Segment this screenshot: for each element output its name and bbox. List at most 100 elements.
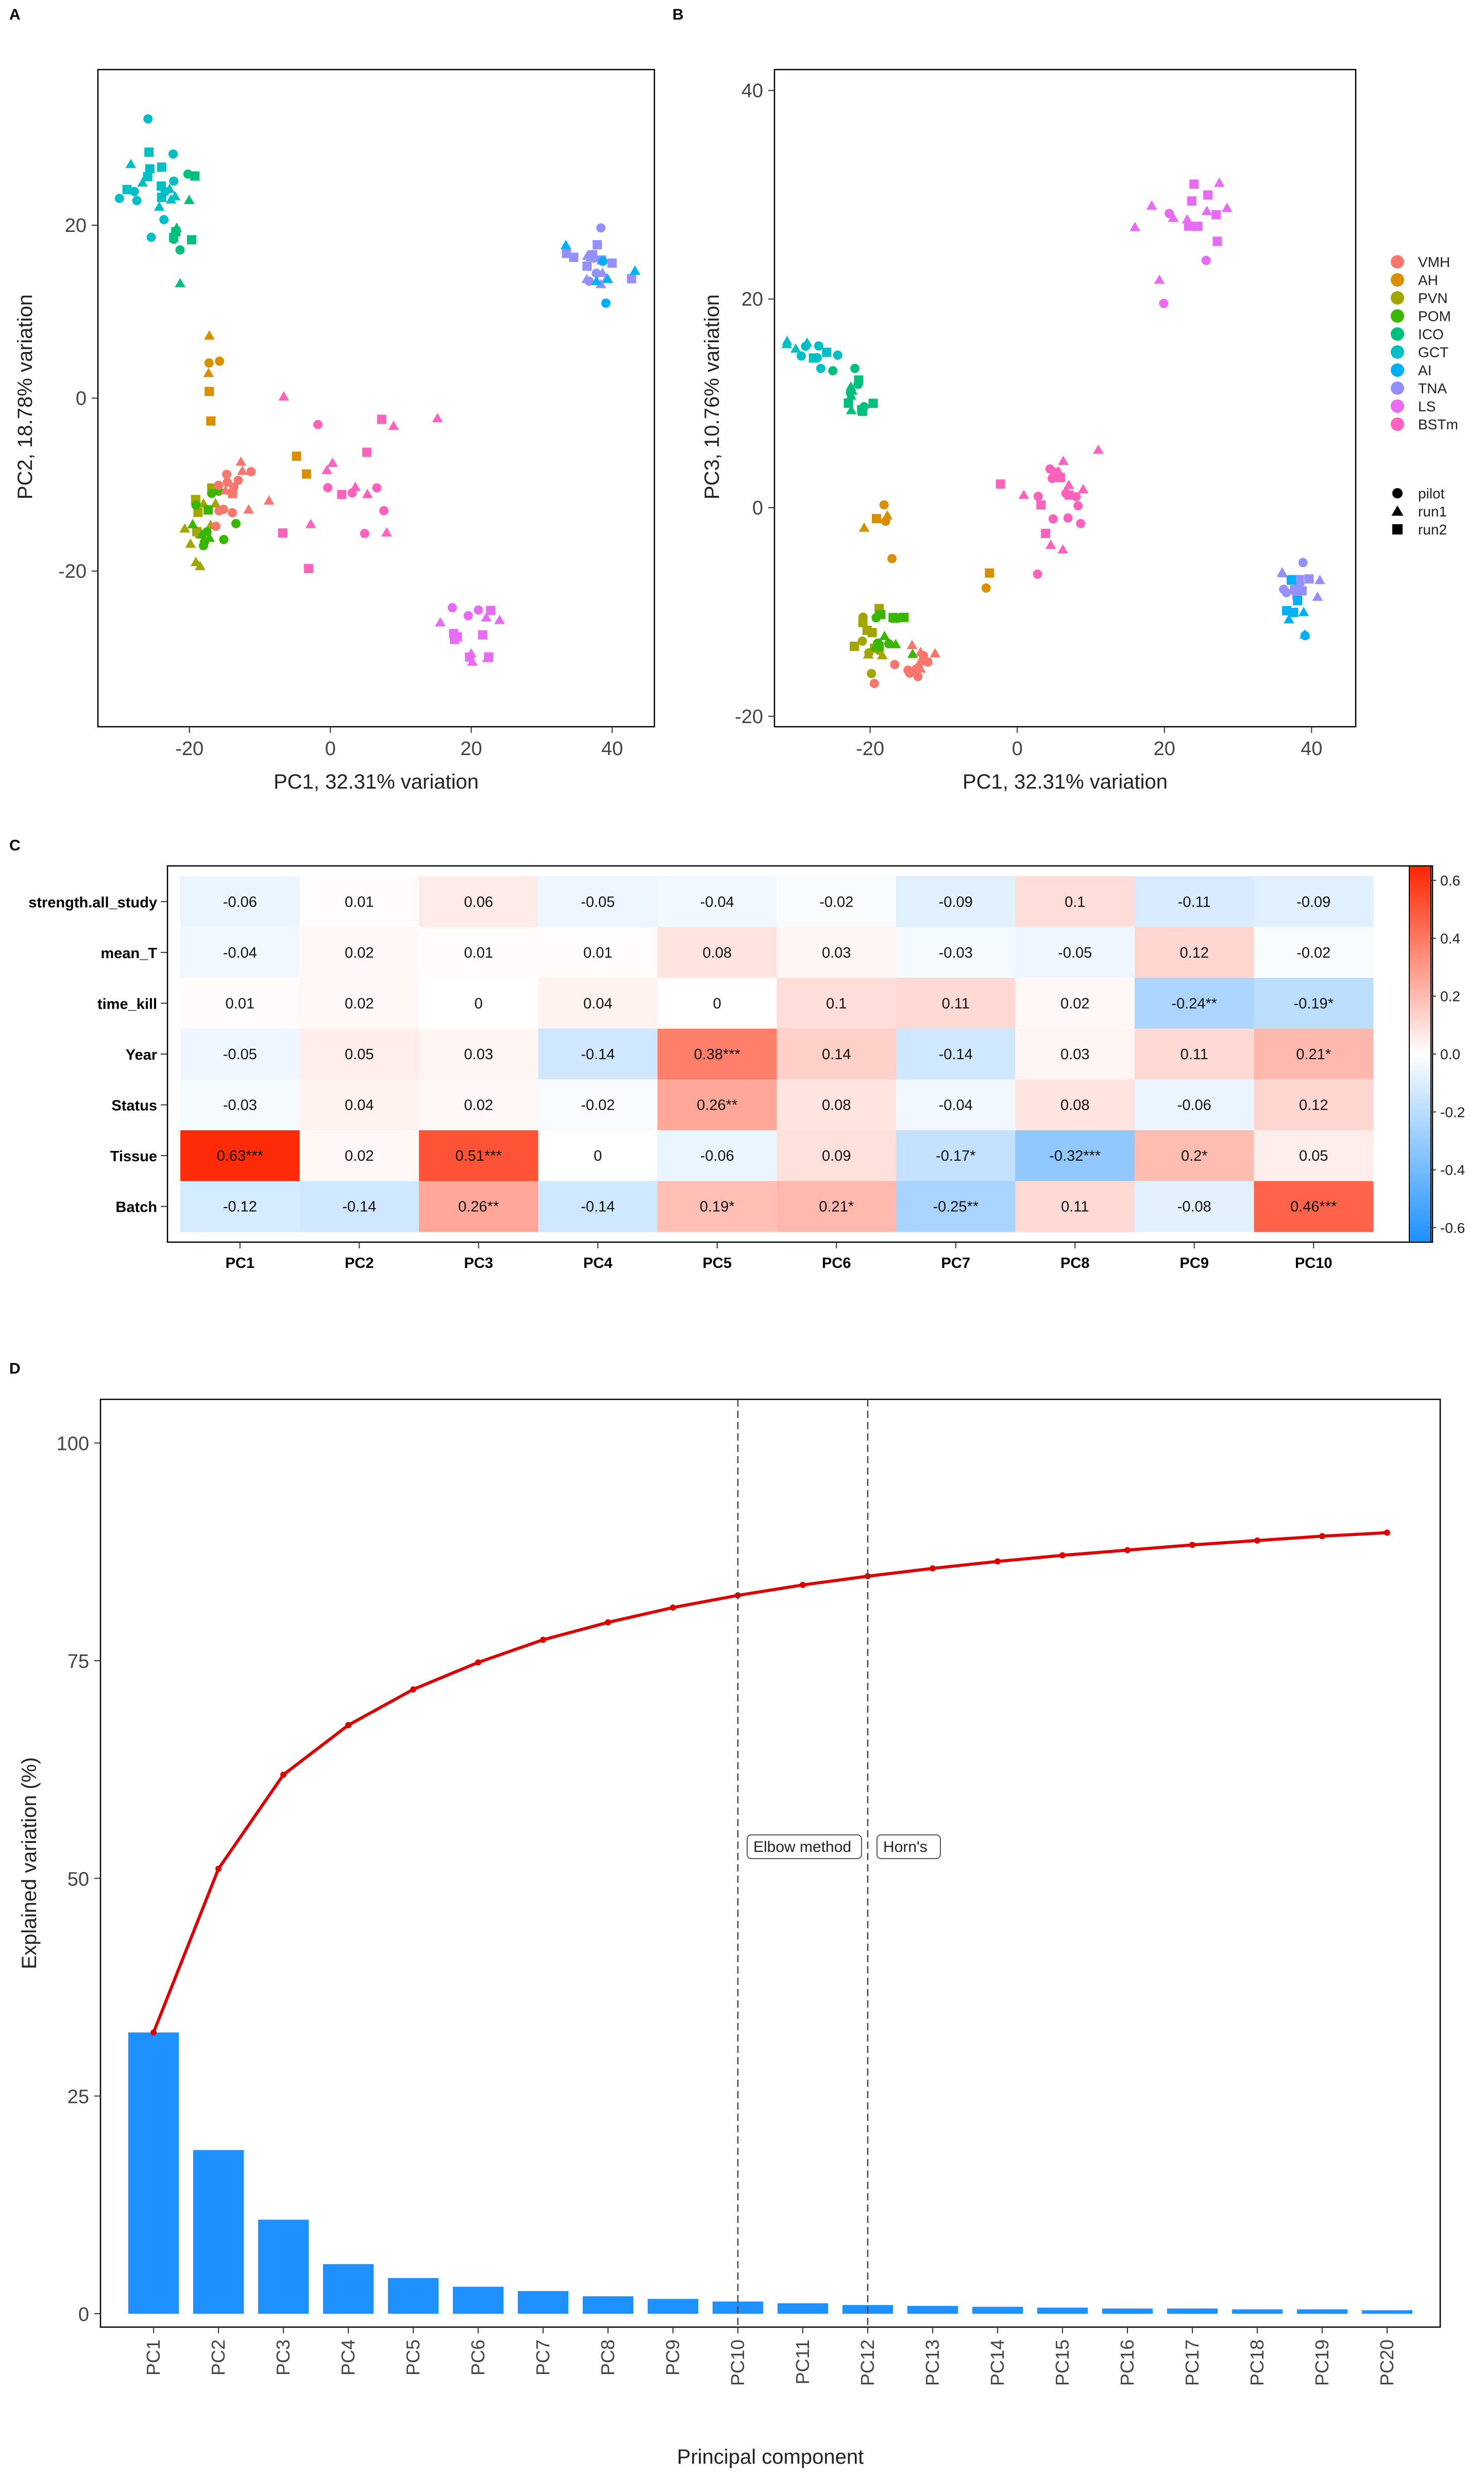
- heatmap-cell: [1135, 1130, 1254, 1181]
- data-point: [223, 477, 232, 487]
- data-point: [915, 656, 926, 665]
- data-point: [432, 413, 443, 423]
- x-tick-label: PC11: [792, 2339, 813, 2384]
- x-tick-label: PC1: [143, 2339, 164, 2376]
- data-point: [381, 527, 392, 537]
- data-point: [1211, 210, 1221, 220]
- cumulative-point: [930, 1565, 936, 1572]
- data-point: [1193, 222, 1203, 231]
- x-tick-label: 40: [601, 738, 623, 760]
- data-point: [876, 610, 886, 620]
- heatmap-cell-label: 0.63***: [217, 1148, 263, 1164]
- data-point: [589, 253, 599, 263]
- heatmap-cell: [299, 1130, 419, 1181]
- data-point: [1287, 575, 1296, 585]
- x-tick-label: PC17: [1182, 2339, 1203, 2386]
- data-point: [486, 606, 496, 615]
- data-point: [165, 194, 177, 204]
- heatmap-cell-label: 0.2*: [1181, 1148, 1208, 1164]
- heatmap-cell-label: 0.08: [703, 945, 732, 961]
- data-point: [1221, 203, 1233, 212]
- legend-swatch-ah: [1391, 273, 1404, 287]
- data-point: [1284, 614, 1294, 624]
- data-point: [218, 505, 228, 514]
- data-point: [887, 554, 897, 563]
- heatmap-cell-label: 0.46***: [1290, 1199, 1337, 1215]
- data-point: [187, 519, 198, 528]
- legend-shape-run2: [1392, 524, 1403, 534]
- data-point: [1129, 222, 1140, 231]
- data-point: [463, 611, 473, 621]
- data-point: [1041, 528, 1051, 538]
- data-point: [207, 489, 216, 498]
- data-point: [146, 232, 156, 242]
- data-point: [808, 353, 818, 363]
- heatmap-cell-label: -0.03: [939, 945, 973, 961]
- cumulative-point: [475, 1659, 481, 1666]
- legend-label-pvn: PVN: [1418, 290, 1448, 306]
- data-point: [143, 172, 153, 181]
- heatmap-cell: [657, 1028, 777, 1080]
- data-point: [1298, 607, 1309, 616]
- heatmap-cell: [1254, 927, 1374, 978]
- heatmap-cell: [180, 927, 300, 978]
- heatmap-cell-label: 0.01: [345, 894, 374, 910]
- colorbar-tick-label: 0.0: [1440, 1046, 1460, 1062]
- heatmap-row-label: Status: [111, 1098, 157, 1114]
- data-point: [467, 656, 478, 666]
- data-point: [159, 215, 169, 225]
- colorbar-tick-label: -0.6: [1440, 1220, 1465, 1236]
- heatmap-cell: [180, 876, 300, 928]
- bar-pc6: [452, 2286, 504, 2314]
- data-point: [388, 420, 399, 430]
- heatmap-cell: [1254, 1181, 1374, 1232]
- data-point: [323, 483, 333, 493]
- data-point: [844, 398, 853, 408]
- data-point: [360, 529, 369, 539]
- data-point: [923, 657, 933, 667]
- heatmap-cell-label: 0: [713, 995, 721, 1012]
- heatmap-cell: [538, 1028, 658, 1080]
- data-point: [1057, 544, 1069, 554]
- data-point: [874, 642, 884, 651]
- x-tick-label: PC15: [1052, 2339, 1073, 2386]
- y-tick-label: 50: [68, 1868, 89, 1890]
- data-point: [243, 504, 254, 514]
- heatmap-cell: [777, 978, 897, 1029]
- heatmap-cell-label: 0.01: [464, 945, 493, 961]
- data-point: [1314, 575, 1325, 584]
- bar-pc14: [972, 2306, 1023, 2314]
- heatmap-cell: [657, 876, 777, 928]
- x-tick-label: 0: [1012, 738, 1023, 760]
- data-point: [484, 652, 494, 662]
- x-tick-label: -20: [856, 738, 884, 760]
- legend-swatch-pvn: [1391, 291, 1404, 305]
- scree-ylabel: Explained variation (%): [18, 1757, 41, 1969]
- heatmap-cell: [1015, 927, 1135, 978]
- data-point: [229, 482, 239, 492]
- data-point: [1212, 237, 1222, 246]
- cumulative-point: [1254, 1537, 1260, 1544]
- heatmap-cell-label: 0.19*: [700, 1199, 735, 1215]
- data-point: [372, 483, 382, 493]
- data-point: [263, 495, 275, 505]
- data-point: [627, 274, 636, 283]
- heatmap-cell: [419, 1079, 538, 1131]
- data-point: [1281, 588, 1291, 597]
- heatmap-cell: [419, 876, 538, 928]
- heatmap-cell: [538, 978, 658, 1029]
- data-point: [1304, 574, 1314, 584]
- heatmap-cell-label: -0.09: [1296, 894, 1330, 910]
- heatmap-cell: [896, 876, 1016, 928]
- heatmap-cell-label: 0.05: [345, 1046, 374, 1063]
- data-point: [1093, 444, 1104, 454]
- cumulative-point: [345, 1722, 351, 1729]
- heatmap-col-label: PC6: [822, 1255, 851, 1272]
- heatmap-row-label: Tissue: [110, 1148, 157, 1165]
- x-tick-label: PC10: [727, 2339, 748, 2386]
- legend-swatch-gct: [1391, 345, 1404, 359]
- data-point: [449, 629, 459, 639]
- heatmap-cell-label: 0.1: [1065, 894, 1085, 910]
- x-tick-label: 40: [1301, 738, 1322, 760]
- cumulative-point: [1384, 1529, 1390, 1536]
